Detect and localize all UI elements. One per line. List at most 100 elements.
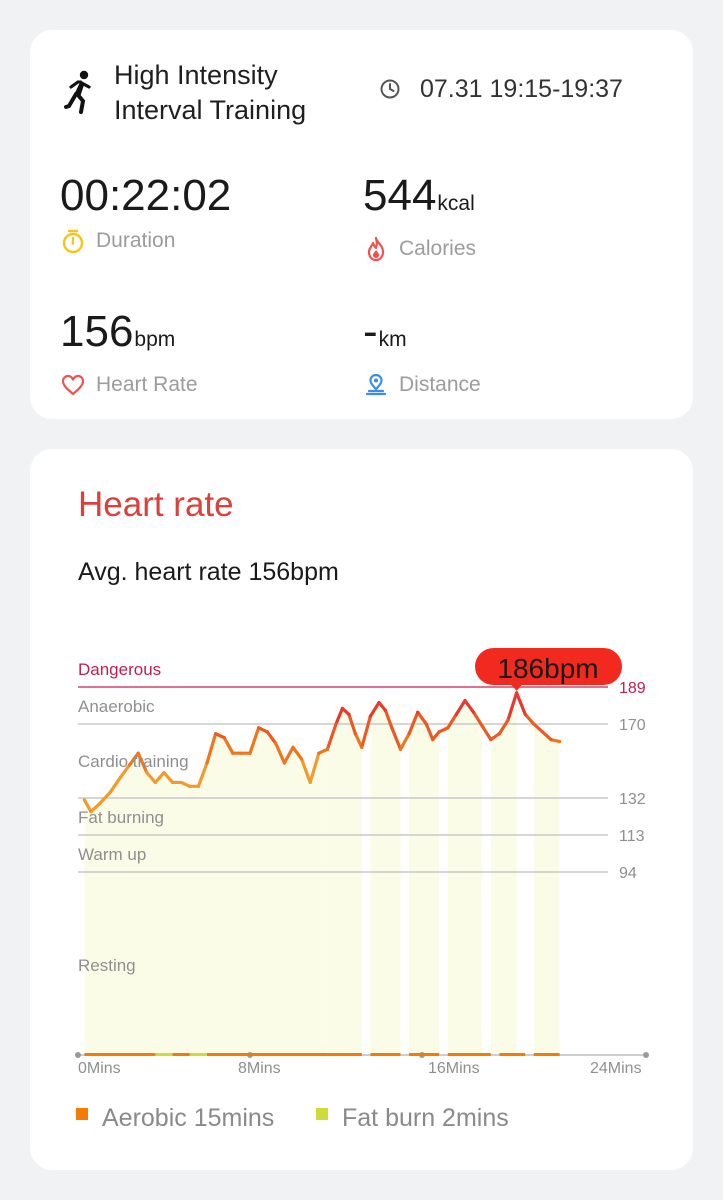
hr-point-8 [153, 780, 157, 785]
hr-point-38 [398, 747, 403, 751]
hr-point-18 [239, 751, 243, 755]
hr-line-segment-37 [390, 726, 403, 751]
hr-point-14 [205, 761, 209, 765]
calories-label: Calories [399, 237, 477, 260]
hr-point-42 [431, 737, 435, 742]
hr-line-segment-38 [398, 732, 411, 751]
hr-point-16 [222, 736, 226, 740]
hr-point-25 [300, 757, 304, 761]
hr-line-segment-48 [480, 724, 493, 742]
hr-point-29 [334, 722, 338, 726]
hr-line-segment-50 [497, 718, 510, 736]
hr-point-10 [171, 780, 175, 785]
hr-point-28 [325, 747, 329, 751]
hr-line-segment-2 [97, 790, 112, 806]
hr-line-segment-29 [334, 706, 345, 726]
hr-point-20 [257, 726, 261, 730]
zone-time-bar-9 [499, 1053, 526, 1056]
hr-line-segment-36 [383, 708, 394, 730]
hr-line-segment-26 [308, 751, 321, 785]
hr-point-6 [136, 751, 140, 755]
duration-value: 00:22:02 [60, 171, 232, 220]
hr-line-segment-35 [377, 700, 388, 712]
calories-unit: kcal [437, 192, 475, 215]
hr-point-51 [506, 718, 510, 722]
hr-point-0 [82, 798, 87, 802]
hr-line-segment-6 [136, 751, 149, 775]
heart-rate-value: 156bpm [60, 307, 176, 356]
distance-metric: -km Distance [363, 308, 481, 398]
hr-point-37 [390, 726, 394, 730]
heart-rate-card: Heart rate Avg. heart rate 156bpm 186bpm… [30, 449, 693, 1170]
shaded-segment-3 [409, 712, 440, 1055]
hr-line-segment-44 [446, 712, 458, 730]
x-tick-2: 16Mins [428, 1060, 480, 1077]
legend-aerobic-swatch [76, 1107, 88, 1120]
heart-icon [61, 374, 85, 396]
shaded-segment-2 [370, 702, 401, 1055]
hr-point-5 [128, 763, 132, 767]
hr-point-19 [248, 751, 252, 755]
hr-point-54 [532, 722, 536, 726]
hr-line-segment-9 [162, 771, 175, 785]
hr-line-segment-24 [291, 745, 304, 761]
hr-line-segment-34 [368, 700, 381, 718]
heart-rate-metric: 156bpm Heart Rate [60, 308, 198, 398]
distance-label: Distance [399, 373, 481, 396]
zone-time-bar-6 [370, 1053, 401, 1056]
hr-line-segment-47 [472, 710, 484, 728]
hr-point-55 [540, 730, 544, 734]
heart-rate-unit: bpm [134, 328, 176, 351]
running-person-icon [64, 70, 91, 114]
hr-point-2 [97, 802, 102, 806]
hr-point-44 [446, 726, 450, 730]
flame-icon [367, 236, 385, 262]
y-tick-3: 170 [619, 717, 646, 734]
hr-point-52 [515, 691, 519, 695]
duration-metric: 00:22:02 Duration [60, 172, 231, 254]
hr-point-21 [265, 730, 269, 734]
hr-point-32 [353, 732, 357, 736]
zone-time-bar-8 [447, 1053, 491, 1056]
legend-aerobic: Aerobic 15mins [76, 1104, 274, 1133]
hr-point-35 [377, 700, 381, 705]
hr-line-segment-14 [205, 732, 218, 765]
hr-point-45 [454, 712, 458, 716]
peak-pointer [510, 684, 523, 691]
calories-metric: 544kcal Calories [363, 172, 476, 262]
zone-time-bar-7 [409, 1053, 440, 1056]
hr-line-segment-55 [540, 730, 553, 742]
x-tick-3: 24Mins [590, 1060, 642, 1077]
hr-line-segment-31 [347, 712, 357, 736]
hr-line-segment-16 [222, 736, 235, 755]
hr-line-segment-25 [300, 757, 312, 785]
hr-line-segment-3 [108, 774, 123, 794]
hr-line-segment-23 [282, 745, 295, 765]
hr-point-22 [274, 741, 278, 746]
zone-time-bar-2 [172, 1053, 190, 1056]
hr-line-segment-28 [325, 722, 338, 751]
hr-point-56 [549, 737, 553, 742]
shaded-segment-1 [327, 708, 362, 1055]
zone-time-bar-1 [155, 1053, 173, 1056]
hr-line-segment-42 [431, 730, 441, 742]
hr-line-segment-4 [119, 763, 132, 779]
calories-value: 544kcal [363, 171, 475, 220]
hr-point-46 [463, 699, 467, 703]
hr-line-segment-5 [127, 751, 140, 767]
time-range: 07.31 19:15-19:37 [420, 75, 623, 103]
hr-point-43 [437, 730, 441, 734]
zone-time-bar-0 [84, 1053, 156, 1056]
hr-point-26 [308, 780, 312, 785]
zone-label-4: Warm up [78, 845, 146, 864]
x-axis-dot-3 [643, 1052, 649, 1058]
hr-line-segment-1 [89, 802, 102, 814]
workout-title: High Intensity Interval Training [114, 60, 307, 125]
hr-point-13 [196, 784, 200, 788]
x-tick-0: 0Mins [78, 1060, 121, 1077]
location-pin-icon [365, 373, 387, 396]
shaded-segment-6 [533, 724, 560, 1055]
hr-line-segment-39 [407, 710, 420, 736]
hr-line-segment-54 [532, 722, 545, 734]
y-tick-1: 113 [619, 828, 645, 845]
